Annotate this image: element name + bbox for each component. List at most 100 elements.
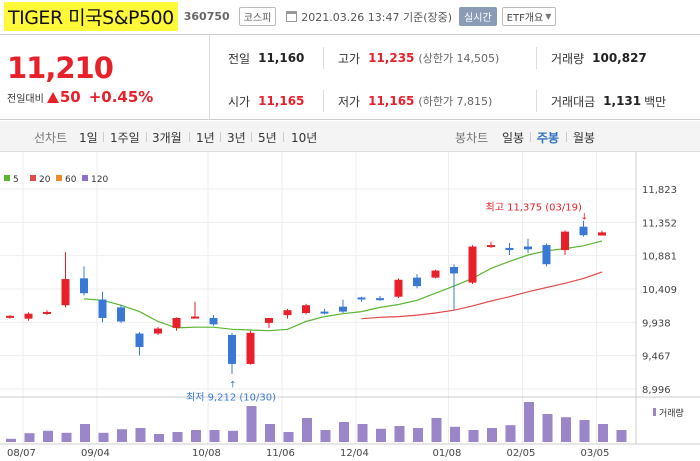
volume-bar	[43, 430, 53, 442]
volume-bar	[450, 426, 460, 442]
period-5y[interactable]: 5년	[258, 131, 277, 145]
volume-legend-swatch	[653, 408, 656, 416]
divider	[323, 90, 324, 112]
separator	[566, 132, 567, 142]
price-box: 11,210 전일대비 50 +0.45%	[0, 35, 210, 120]
volume-bar	[209, 430, 220, 442]
candle-body	[154, 328, 162, 334]
y-tick-label: 10,881	[642, 252, 677, 263]
period-1y[interactable]: 1년	[196, 131, 215, 145]
stat-volume: 거래량 100,827	[551, 48, 647, 68]
candle-body	[505, 247, 514, 251]
stat-label: 전일	[228, 51, 251, 66]
period-1w[interactable]: 1주일	[110, 131, 140, 145]
stat-value: 100,827	[592, 51, 647, 65]
change-label: 전일대비	[7, 93, 44, 105]
chevron-down-icon: ▼	[545, 12, 552, 21]
candle-monthly[interactable]: 월봉	[573, 131, 596, 145]
separator	[189, 132, 190, 142]
x-tick-label: 01/08	[433, 448, 462, 459]
volume-bar	[228, 430, 238, 442]
volume-bar	[431, 418, 442, 442]
volume-bar	[80, 424, 90, 442]
stock-name: TIGER 미국S&P500	[4, 2, 178, 31]
stat-value: 11,160	[258, 51, 305, 65]
candle-body	[561, 231, 569, 251]
etf-overview-label: ETF개요	[506, 13, 544, 24]
low-marker-arrow: ↑	[229, 381, 237, 391]
x-tick-label: 10/08	[192, 448, 221, 459]
stock-chart[interactable]: 5 20 60 120 11,823 11,352 10,881 10,409 9,938 9,4…	[0, 152, 700, 461]
candle-body	[450, 267, 458, 274]
candle-body	[431, 270, 440, 278]
candle-body	[487, 245, 495, 248]
volume-bar	[320, 430, 331, 442]
period-3y[interactable]: 3년	[227, 131, 246, 145]
y-tick-label: 8,996	[642, 385, 671, 396]
realtime-badge[interactable]: 실시간	[459, 7, 497, 26]
low-marker-label: 최저 9,212 (10/30)	[186, 392, 276, 404]
stat-open: 시가 11,165	[228, 91, 304, 111]
current-price: 11,210	[7, 51, 114, 85]
legend-label: 60	[65, 175, 77, 185]
candle-body	[357, 297, 366, 300]
candle-body	[24, 313, 33, 319]
volume-bar	[579, 420, 590, 442]
calendar-icon	[286, 11, 298, 22]
separator	[283, 132, 284, 142]
volume-bar	[283, 432, 294, 442]
candle-body	[283, 310, 292, 316]
price-summary: 11,210 전일대비 50 +0.45% 전일 11,160 고가 11,23…	[0, 34, 700, 120]
line-chart-label: 선차트	[34, 131, 68, 145]
title-bar: TIGER 미국S&P500 360750 코스피 2021.03.26 13:…	[0, 0, 700, 33]
change-percent: +0.45%	[88, 88, 154, 106]
ma20-line	[361, 271, 603, 320]
candle-body	[320, 311, 329, 314]
candle-body	[394, 279, 403, 297]
stat-high: 고가 11,235 (상한가 14,505)	[338, 48, 499, 68]
period-1d[interactable]: 1일	[79, 131, 98, 145]
high-marker-label: 최고 11,375 (03/19)	[486, 202, 582, 214]
candle-weekly[interactable]: 주봉	[537, 131, 560, 145]
stat-low: 저가 11,165 (하한가 7,815)	[338, 91, 492, 111]
legend-swatch	[82, 175, 88, 181]
candle-body	[191, 316, 199, 319]
candle-body	[339, 306, 347, 312]
high-marker-arrow: ↓	[581, 213, 589, 223]
divider	[536, 90, 537, 112]
volume-bar	[246, 406, 257, 442]
volume-bar	[61, 432, 72, 442]
x-tick-label: 12/04	[340, 448, 369, 459]
x-tick-label: 09/04	[81, 448, 110, 459]
candle-body	[598, 232, 606, 236]
volume-bar	[524, 402, 534, 442]
divider	[323, 47, 324, 69]
candle-body	[209, 317, 218, 325]
volume-bar	[487, 428, 497, 442]
stat-label: 거래대금	[551, 94, 596, 109]
stat-value: 11,235	[368, 51, 415, 65]
y-tick-label: 10,409	[642, 285, 677, 296]
period-3m[interactable]: 3개월	[152, 131, 182, 145]
y-tick-label: 11,823	[642, 185, 677, 196]
volume-bar	[376, 428, 386, 442]
x-tick-label: 03/05	[581, 448, 610, 459]
candle-body	[468, 246, 477, 283]
y-tick-label: 9,467	[642, 352, 671, 363]
ma5-line	[83, 240, 603, 332]
chart-svg: 5 20 60 120 11,823 11,352 10,881 10,409 9,938 9,4…	[0, 152, 700, 459]
legend-swatch	[4, 175, 10, 181]
volume-bar	[542, 414, 553, 442]
y-tick-label: 11,352	[642, 218, 677, 229]
stat-label: 시가	[228, 94, 251, 109]
legend-swatch	[56, 175, 62, 181]
candle-body	[117, 307, 125, 322]
stat-value: 11,165	[258, 94, 305, 108]
volume-bar	[357, 424, 368, 442]
etf-overview-button[interactable]: ETF개요 ▼	[501, 7, 557, 26]
candle-body	[302, 305, 310, 314]
volume-bar	[98, 432, 109, 442]
period-10y[interactable]: 10년	[291, 131, 318, 145]
candle-daily[interactable]: 일봉	[502, 131, 525, 145]
stock-code: 360750	[183, 10, 230, 23]
